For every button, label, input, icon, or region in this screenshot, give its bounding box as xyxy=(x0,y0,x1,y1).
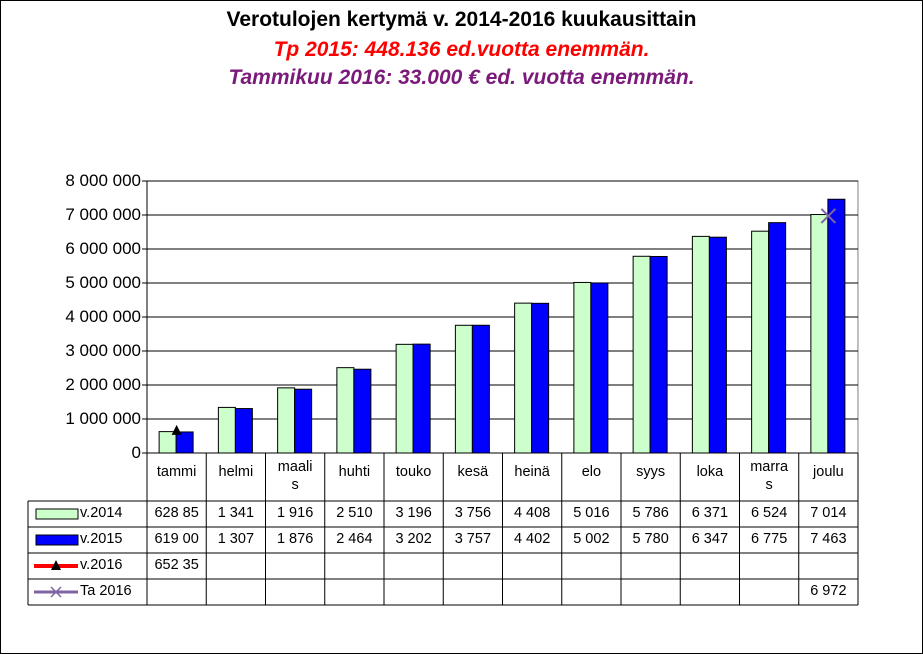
table-cell: 1 916 xyxy=(276,505,314,521)
table-cell: 652 35 xyxy=(154,557,199,573)
table-cell: 7 463 xyxy=(810,531,847,547)
table-cell: 4 408 xyxy=(513,505,551,521)
chart-subtitle-2015: Tp 2015: 448.136 ed.vuotta enemmän. xyxy=(273,38,650,61)
category-label: helmi xyxy=(218,464,254,480)
category-label: syys xyxy=(636,464,666,480)
category-label: kesä xyxy=(457,464,489,480)
bar-v2014 xyxy=(336,367,355,454)
category-label: elo xyxy=(581,464,602,480)
y-tick-label: 6 000 000 xyxy=(65,239,141,258)
bar-v2014 xyxy=(395,343,414,454)
table-cell: 3 757 xyxy=(454,531,492,547)
legend-label-ta2016: Ta 2016 xyxy=(80,583,132,599)
table-cell: 5 002 xyxy=(573,531,610,547)
legend-key-v2015 xyxy=(35,534,79,546)
category-label: heinä xyxy=(514,464,550,480)
bar-v2015 xyxy=(531,302,550,454)
category-label: loka xyxy=(696,464,724,480)
bar-v2015 xyxy=(353,368,372,454)
bar-v2015 xyxy=(649,255,668,454)
table-cell: 6 972 xyxy=(810,583,847,599)
bar-v2014 xyxy=(691,235,710,454)
bar-v2015 xyxy=(827,198,846,454)
table-cell: 2 510 xyxy=(336,505,373,521)
legend-label-v2015: v.2015 xyxy=(80,531,123,547)
point-v2016 xyxy=(171,424,182,435)
table-cell: 6 371 xyxy=(691,505,729,521)
category-label: joulu xyxy=(813,464,844,480)
table-cell: 6 347 xyxy=(691,531,729,547)
bar-v2015 xyxy=(294,388,313,454)
table-cell: 5 780 xyxy=(632,531,669,547)
bar-v2014 xyxy=(217,406,236,454)
table-cell: 1 341 xyxy=(217,505,255,521)
category-label: tammi xyxy=(156,464,197,480)
legend-label-v2014: v.2014 xyxy=(80,505,123,521)
table-cell: 6 775 xyxy=(750,531,788,547)
bar-v2014 xyxy=(277,387,296,454)
bar-v2014 xyxy=(632,255,651,454)
table-cell: 5 786 xyxy=(632,505,669,521)
bar-v2015 xyxy=(768,222,787,454)
bar-v2014 xyxy=(454,324,473,454)
category-label: huhti xyxy=(338,464,371,480)
bar-v2015 xyxy=(708,236,727,454)
legend-key-v2014 xyxy=(35,508,79,520)
y-tick-label: 1 000 000 xyxy=(65,409,141,428)
category-label: touko xyxy=(395,464,432,480)
bar-v2014 xyxy=(573,281,592,454)
bar-v2014 xyxy=(810,214,829,454)
bar-v2015 xyxy=(234,408,253,454)
bar-v2015 xyxy=(412,343,431,454)
category-label: marra s xyxy=(750,459,789,493)
table-cell: 7 014 xyxy=(810,505,847,521)
bar-v2014 xyxy=(514,302,533,454)
table-cell: 619 00 xyxy=(154,531,199,547)
table-cell: 628 85 xyxy=(154,505,199,521)
table-cell: 3 196 xyxy=(395,505,432,521)
y-tick-label: 7 000 000 xyxy=(65,205,141,224)
table-cell: 2 464 xyxy=(336,531,373,547)
y-tick-label: 3 000 000 xyxy=(65,341,141,360)
y-tick-label: 2 000 000 xyxy=(65,375,141,394)
legend-label-v2016: v.2016 xyxy=(80,557,123,573)
table-cell: 1 307 xyxy=(217,531,255,547)
table-cell: 6 524 xyxy=(750,505,788,521)
bar-v2014 xyxy=(751,230,770,454)
bar-v2015 xyxy=(590,282,609,454)
y-tick-label: 0 xyxy=(131,443,141,462)
y-tick-label: 5 000 000 xyxy=(65,273,141,292)
table-cell: 3 202 xyxy=(395,531,432,547)
category-label: maali s xyxy=(277,459,313,493)
table-cell: 4 402 xyxy=(513,531,551,547)
y-tick-label: 4 000 000 xyxy=(65,307,141,326)
bar-v2015 xyxy=(175,431,194,454)
table-cell: 5 016 xyxy=(573,505,610,521)
table-cell: 1 876 xyxy=(276,531,314,547)
chart-title: Verotulojen kertymä v. 2014-2016 kuukaus… xyxy=(226,8,697,31)
legend-marker-v2016 xyxy=(51,560,61,570)
chart-subtitle-2016: Tammikuu 2016: 33.000 € ed. vuotta enemm… xyxy=(228,66,695,89)
y-tick-label: 8 000 000 xyxy=(65,171,141,190)
bar-v2014 xyxy=(158,431,177,454)
bar-v2015 xyxy=(471,324,490,454)
table-cell: 3 756 xyxy=(454,505,492,521)
point-ta2016 xyxy=(820,208,837,224)
legend-marker-ta2016 xyxy=(50,586,62,598)
